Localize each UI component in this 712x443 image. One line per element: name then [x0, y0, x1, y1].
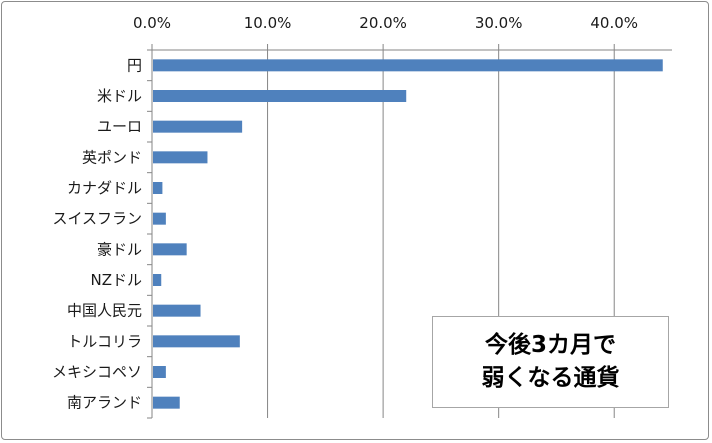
category-label: 豪ドル	[97, 240, 142, 258]
bar	[153, 304, 201, 317]
bar	[153, 120, 243, 133]
category-label: 円	[127, 56, 142, 74]
bar	[153, 151, 208, 164]
category-label: スイスフラン	[52, 210, 142, 228]
category-label: NZドル	[91, 271, 143, 289]
category-label: カナダドル	[67, 179, 142, 197]
x-tick-label: 30.0%	[475, 14, 523, 32]
bar	[153, 182, 163, 194]
bar	[153, 396, 180, 409]
category-label: ユーロ	[97, 118, 142, 136]
category-label: 米ドル	[97, 87, 142, 105]
bar	[153, 90, 407, 102]
bar	[153, 243, 187, 256]
category-label: 南アランド	[67, 394, 142, 412]
category-label: メキシコペソ	[52, 363, 142, 381]
annotation-box: 今後3カ月で 弱くなる通貨	[432, 316, 669, 408]
bar	[153, 212, 166, 225]
x-tick-label: 40.0%	[590, 14, 638, 32]
x-tick-label: 0.0%	[133, 14, 171, 32]
category-label: トルコリラ	[67, 332, 142, 350]
x-tick-label: 10.0%	[244, 14, 292, 32]
bar	[153, 59, 663, 72]
bar	[153, 366, 166, 378]
category-label: 英ポンド	[82, 148, 142, 166]
x-tick-label: 20.0%	[359, 14, 407, 32]
bar	[153, 274, 162, 286]
annotation-text: 今後3カ月で 弱くなる通貨	[481, 332, 620, 391]
bar	[153, 335, 240, 348]
category-label: 中国人民元	[67, 302, 142, 320]
